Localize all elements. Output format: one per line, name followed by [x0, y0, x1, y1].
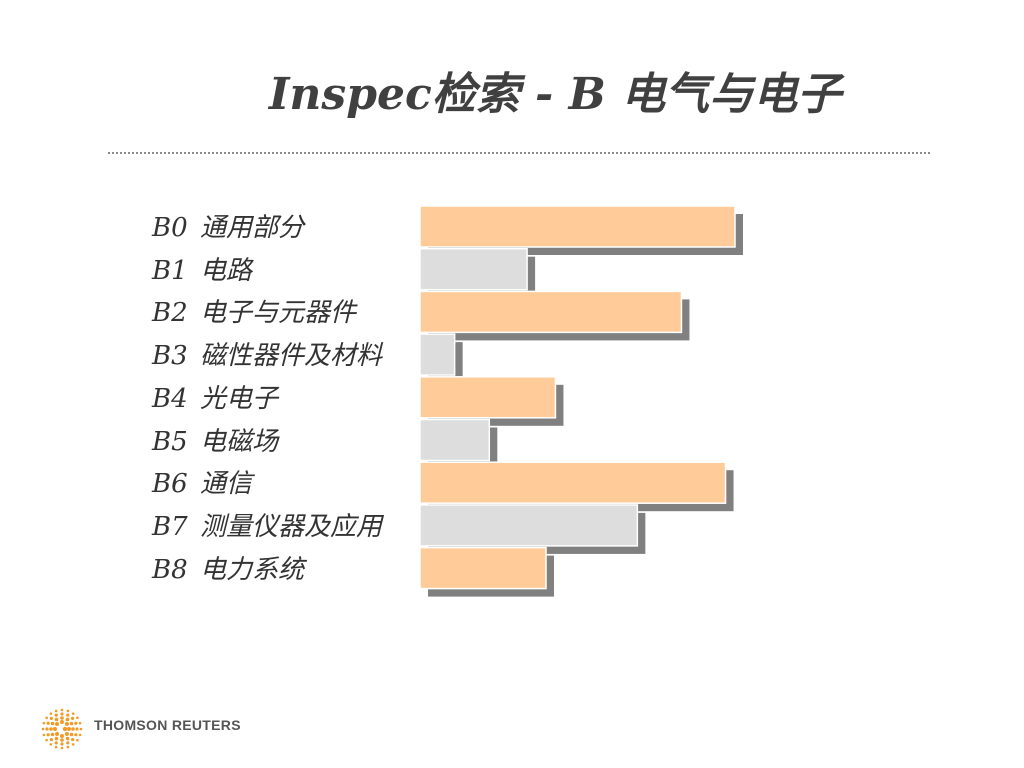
bar-b0 [419, 205, 736, 248]
category-code: B3 [152, 341, 188, 372]
category-code: B1 [152, 255, 188, 286]
bar-b8 [419, 546, 547, 590]
bar-b2 [419, 290, 683, 334]
category-name: 通信 [200, 469, 253, 500]
category-name: 光电子 [200, 383, 279, 414]
category-name: 电力系统 [200, 554, 305, 585]
page-title: Inspec检索 - B 电气与电子 [268, 69, 842, 120]
category-label-b7: B7 测量仪器及应用 [152, 507, 382, 547]
bar-b5 [419, 418, 491, 462]
category-code: B8 [152, 554, 188, 585]
category-label-b3: B3 磁性器件及材料 [152, 336, 382, 376]
category-label-b6: B6 通信 [152, 464, 252, 504]
category-label-b1: B1 电路 [152, 251, 252, 291]
bar-b4 [419, 376, 557, 419]
bar-b3 [419, 333, 456, 376]
thomson-reuters-logo-icon [41, 708, 83, 750]
category-name: 电路 [200, 255, 253, 286]
bar-b7 [419, 504, 639, 547]
category-code: B0 [152, 213, 188, 243]
category-name: 测量仪器及应用 [200, 511, 383, 542]
title-divider [108, 152, 930, 154]
category-label-b5: B5 电磁场 [152, 422, 278, 462]
category-label-b2: B2 电子与元器件 [152, 293, 356, 333]
category-name: 磁性器件及材料 [200, 341, 383, 372]
category-name: 通用部分 [200, 213, 305, 243]
brand-name: THOMSON REUTERS [94, 717, 241, 733]
category-label-b4: B4 光电子 [152, 379, 278, 419]
bar-b1 [419, 247, 528, 291]
category-code: B4 [152, 383, 188, 414]
bar-b6 [419, 461, 727, 504]
category-name: 电磁场 [200, 426, 279, 457]
category-label-b0: B0 通用部分 [152, 208, 304, 248]
category-code: B6 [152, 469, 188, 500]
category-label-b8: B8 电力系统 [152, 550, 304, 590]
category-code: B2 [152, 298, 188, 329]
category-code: B7 [152, 511, 188, 542]
category-code: B5 [152, 426, 188, 457]
category-name: 电子与元器件 [200, 298, 357, 329]
